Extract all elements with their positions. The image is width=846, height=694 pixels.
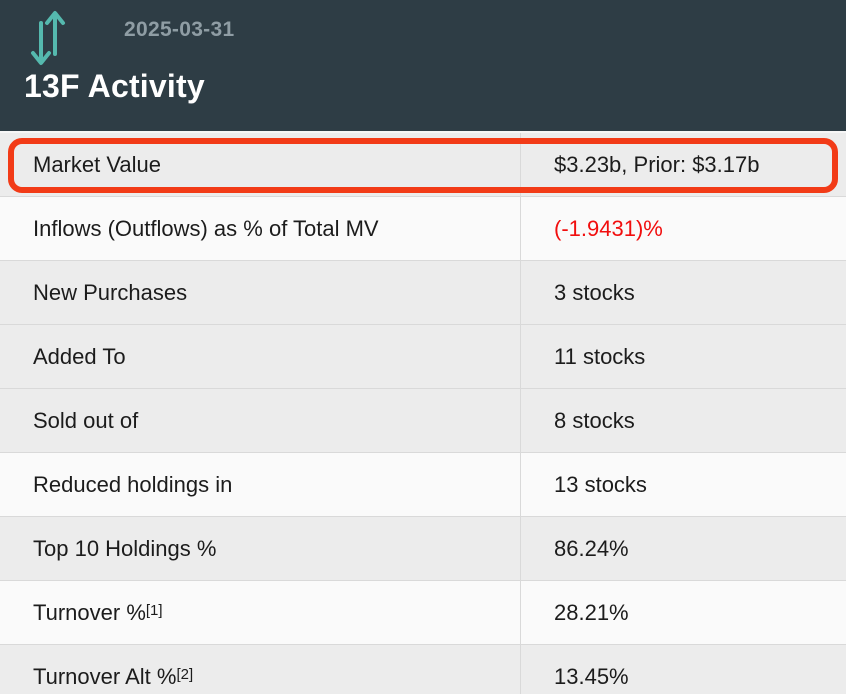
row-label-cell: Turnover % [1] bbox=[0, 581, 520, 644]
row-label: Top 10 Holdings % bbox=[33, 535, 217, 561]
footnote-ref: [1] bbox=[145, 602, 163, 619]
table-row: Reduced holdings in 13 stocks bbox=[0, 453, 846, 517]
row-value: 86.24% bbox=[554, 535, 629, 561]
row-label: New Purchases bbox=[33, 279, 188, 305]
row-value-cell: 13 stocks bbox=[520, 453, 846, 516]
row-value: $3.23b, Prior: $3.17b bbox=[554, 151, 760, 177]
row-value: (-1.9431)% bbox=[554, 215, 663, 241]
table-row: Turnover % [1] 28.21% bbox=[0, 581, 846, 645]
panel-title: 13F Activity bbox=[24, 68, 205, 104]
table-row: Added To 11 stocks bbox=[0, 325, 846, 389]
row-label: Sold out of bbox=[33, 407, 139, 433]
activity-table: Market Value $3.23b, Prior: $3.17b Inflo… bbox=[0, 133, 846, 694]
row-value-cell: 86.24% bbox=[520, 517, 846, 580]
table-row: Top 10 Holdings % 86.24% bbox=[0, 517, 846, 581]
row-value: 3 stocks bbox=[554, 279, 635, 305]
row-value: 13 stocks bbox=[554, 471, 647, 497]
table-row: Turnover Alt % [2] 13.45% bbox=[0, 645, 846, 694]
row-value: 11 stocks bbox=[554, 343, 646, 369]
table-row: Inflows (Outflows) as % of Total MV (-1.… bbox=[0, 197, 846, 261]
row-label-cell: Added To bbox=[0, 325, 520, 388]
report-date: 2025-03-31 bbox=[124, 18, 235, 41]
panel-header: 2025-03-31 13F Activity bbox=[0, 0, 846, 131]
row-value-cell: 8 stocks bbox=[520, 389, 846, 452]
up-down-arrows-icon bbox=[30, 8, 66, 66]
footnote-ref: [2] bbox=[176, 666, 194, 683]
row-value-cell: $3.23b, Prior: $3.17b bbox=[520, 133, 846, 196]
row-value: 13.45% bbox=[554, 663, 629, 689]
table-row: New Purchases 3 stocks bbox=[0, 261, 846, 325]
row-label: Turnover % bbox=[33, 599, 146, 625]
table-row: Market Value $3.23b, Prior: $3.17b bbox=[0, 133, 846, 197]
row-label-cell: Turnover Alt % [2] bbox=[0, 645, 520, 694]
row-value-cell: 28.21% bbox=[520, 581, 846, 644]
row-label-cell: Sold out of bbox=[0, 389, 520, 452]
header-top-row: 2025-03-31 bbox=[0, 8, 846, 66]
row-label-cell: Reduced holdings in bbox=[0, 453, 520, 516]
row-value-cell: (-1.9431)% bbox=[520, 197, 846, 260]
row-label: Turnover Alt % bbox=[33, 663, 177, 689]
row-label-cell: Market Value bbox=[0, 133, 520, 196]
row-value-cell: 11 stocks bbox=[520, 325, 846, 388]
row-label-cell: Top 10 Holdings % bbox=[0, 517, 520, 580]
row-label: Inflows (Outflows) as % of Total MV bbox=[33, 215, 379, 241]
row-value: 28.21% bbox=[554, 599, 629, 625]
row-label: Market Value bbox=[33, 151, 161, 177]
table-row: Sold out of 8 stocks bbox=[0, 389, 846, 453]
row-label-cell: New Purchases bbox=[0, 261, 520, 324]
row-value-cell: 3 stocks bbox=[520, 261, 846, 324]
header-divider bbox=[0, 131, 846, 133]
row-label: Reduced holdings in bbox=[33, 471, 233, 497]
row-value-cell: 13.45% bbox=[520, 645, 846, 694]
row-value: 8 stocks bbox=[554, 407, 635, 433]
row-label-cell: Inflows (Outflows) as % of Total MV bbox=[0, 197, 520, 260]
row-label: Added To bbox=[33, 343, 126, 369]
